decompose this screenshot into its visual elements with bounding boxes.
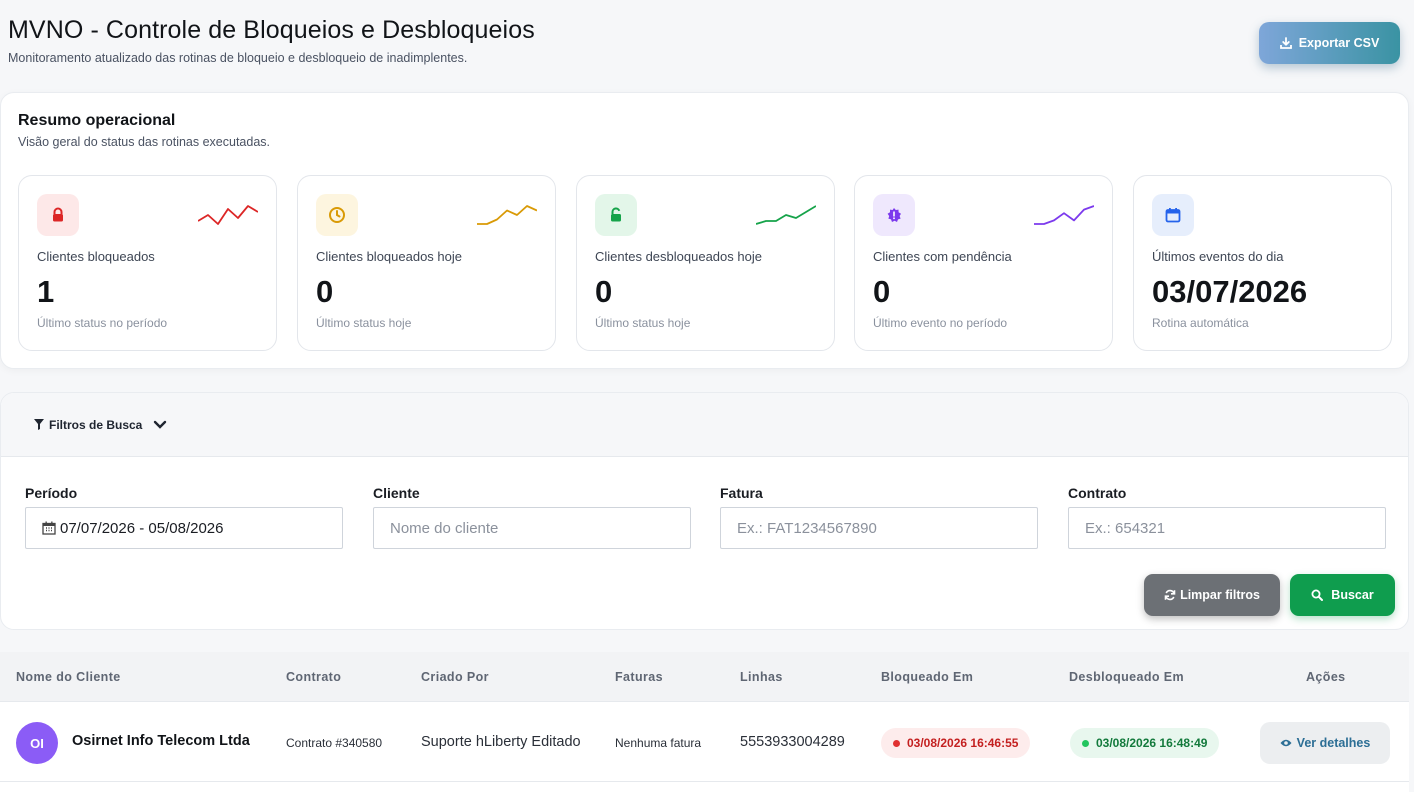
period-label: Período: [25, 485, 78, 501]
stat-note: Último status hoje: [316, 316, 412, 330]
invoices-cell: Nenhuma fatura: [615, 736, 702, 750]
summary-subtitle: Visão geral do status das rotinas execut…: [18, 135, 271, 149]
page-subtitle: Monitoramento atualizado das rotinas de …: [8, 51, 468, 65]
blocked-at-badge: 03/08/2026 16:46:55: [881, 728, 1031, 758]
sparkline: [198, 205, 258, 225]
sparkline: [1034, 205, 1094, 225]
results-table: Nome do Cliente Contrato Criado Por Fatu…: [0, 652, 1409, 792]
stat-value: 0: [595, 274, 613, 309]
stat-note: Último status no período: [37, 316, 168, 330]
stat-value: 1: [37, 274, 55, 309]
stat-note: Último status hoje: [595, 316, 691, 330]
stat-label: Clientes bloqueados hoje: [316, 249, 462, 264]
status-dot: [1082, 739, 1089, 747]
stat-card-last-events: Últimos eventos do dia 03/07/2026 Rotina…: [1133, 175, 1392, 351]
client-name: Osirnet Info Telecom Ltda: [72, 733, 250, 749]
filters-toggle[interactable]: Filtros de Busca: [1, 393, 1408, 457]
column-header: Ações: [1306, 670, 1346, 684]
search-icon: [1311, 589, 1324, 601]
download-icon: [1279, 37, 1292, 49]
stat-card-blocked: Clientes bloqueados 1 Último status no p…: [18, 175, 277, 351]
created-by-cell: Suporte hLiberty Editado: [421, 734, 581, 750]
contract-field[interactable]: Ex.: 654321: [1068, 507, 1386, 549]
sparkline-path: [477, 205, 537, 225]
refresh-icon: [1164, 589, 1176, 601]
invoice-label: Fatura: [720, 485, 763, 501]
view-details-button[interactable]: Ver detalhes: [1260, 722, 1390, 764]
alert-badge-icon: [873, 194, 915, 236]
contract-label: Contrato: [1068, 485, 1127, 501]
page-header: MVNO - Controle de Bloqueios e Desbloque…: [8, 16, 535, 65]
column-header: Nome do Cliente: [16, 670, 121, 684]
lines-cell: 5553933004289: [740, 734, 845, 750]
calendar-icon: [1152, 194, 1194, 236]
period-field[interactable]: 07/07/2026 - 05/08/2026: [25, 507, 343, 549]
summary-title: Resumo operacional: [18, 112, 176, 129]
eye-icon: [1280, 739, 1292, 747]
stat-card-blocked-today: Clientes bloqueados hoje 0 Último status…: [297, 175, 556, 351]
filters-panel: Filtros de Busca Período 07/07/2026 - 05…: [0, 392, 1409, 630]
client-label: Cliente: [373, 485, 420, 501]
stat-note: Último evento no período: [873, 316, 1008, 330]
sparkline: [756, 205, 816, 225]
stat-label: Clientes com pendência: [873, 249, 1012, 264]
search-button[interactable]: Buscar: [1290, 574, 1395, 616]
lock-icon: [37, 194, 79, 236]
calendar-icon: [42, 521, 56, 535]
stat-value: 03/07/2026: [1152, 274, 1308, 309]
clear-filters-label: Limpar filtros: [1180, 588, 1260, 602]
column-header: Linhas: [740, 670, 783, 684]
sparkline-path: [198, 205, 258, 225]
stat-value: 0: [873, 274, 891, 309]
stat-card-pending: Clientes com pendência 0 Último evento n…: [854, 175, 1113, 351]
stat-value: 0: [316, 274, 334, 309]
column-header: Faturas: [615, 670, 663, 684]
status-dot: [893, 739, 900, 747]
column-header: Desbloqueado Em: [1069, 670, 1185, 684]
view-details-label: Ver detalhes: [1296, 736, 1371, 750]
sparkline: [477, 205, 537, 225]
summary-panel: Resumo operacional Visão geral do status…: [0, 92, 1409, 369]
column-header: Contrato: [286, 670, 342, 684]
filter-icon: [34, 419, 44, 430]
contract-cell: Contrato #340580: [286, 736, 383, 750]
client-field[interactable]: Nome do cliente: [373, 507, 691, 549]
stat-note: Rotina automática: [1152, 316, 1249, 330]
stat-card-unblocked-today: Clientes desbloqueados hoje 0 Último sta…: [576, 175, 835, 351]
column-header: Criado Por: [421, 670, 489, 684]
page-title: MVNO - Controle de Bloqueios e Desbloque…: [8, 16, 535, 44]
clock-icon: [316, 194, 358, 236]
unblocked-at-value: 03/08/2026 16:48:49: [1096, 736, 1208, 750]
filters-toggle-label: Filtros de Busca: [49, 417, 143, 432]
clear-filters-button[interactable]: Limpar filtros: [1144, 574, 1280, 616]
unlock-icon: [595, 194, 637, 236]
stat-label: Clientes desbloqueados hoje: [595, 249, 762, 264]
sparkline-path: [1034, 205, 1094, 225]
column-header: Bloqueado Em: [881, 670, 974, 684]
search-label: Buscar: [1331, 588, 1374, 602]
period-value: 07/07/2026 - 05/08/2026: [60, 519, 224, 537]
table-row: OI Osirnet Info Telecom Ltda Contrato #3…: [0, 702, 1409, 782]
invoice-field[interactable]: Ex.: FAT1234567890: [720, 507, 1038, 549]
export-csv-label: Exportar CSV: [1298, 36, 1380, 50]
stat-label: Clientes bloqueados: [37, 249, 155, 264]
chevron-down-icon: [154, 420, 167, 429]
stat-label: Últimos eventos do dia: [1152, 249, 1284, 264]
sparkline-path: [756, 205, 816, 225]
avatar: OI: [16, 722, 58, 764]
blocked-at-value: 03/08/2026 16:46:55: [907, 736, 1019, 750]
table-header: Nome do Cliente Contrato Criado Por Fatu…: [0, 652, 1409, 702]
export-csv-button[interactable]: Exportar CSV: [1259, 22, 1400, 64]
unblocked-at-badge: 03/08/2026 16:48:49: [1070, 728, 1220, 758]
